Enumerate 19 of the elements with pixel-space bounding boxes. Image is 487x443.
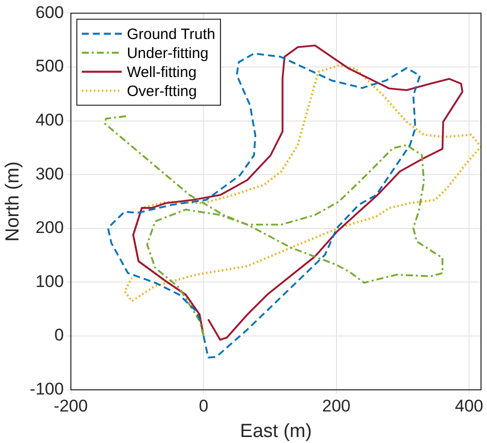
x-tick-label: 200 [322, 396, 350, 416]
line-series [104, 115, 444, 337]
y-tick-label: 100 [35, 272, 64, 291]
legend-label: Under-fitting [126, 44, 209, 62]
x-tick-label: 0 [198, 396, 208, 416]
y-tick-label: 600 [35, 2, 64, 22]
y-tick-label: 200 [35, 218, 64, 238]
y-tick-label: 500 [35, 56, 64, 76]
y-tick-label: -100 [30, 379, 64, 398]
y-tick-label: 300 [35, 164, 64, 184]
x-tick-label: -200 [54, 396, 88, 416]
x-tick-label: 400 [454, 396, 484, 416]
y-axis-title: North (m) [2, 161, 24, 242]
x-axis-title: East (m) [240, 420, 312, 442]
y-tick-label: 400 [35, 110, 64, 130]
legend-label: Ground Truth [126, 26, 216, 43]
legend-label: Over-ftting [126, 82, 197, 100]
legend-label: Well-fitting [126, 64, 197, 81]
y-tick-label: 0 [54, 326, 64, 345]
